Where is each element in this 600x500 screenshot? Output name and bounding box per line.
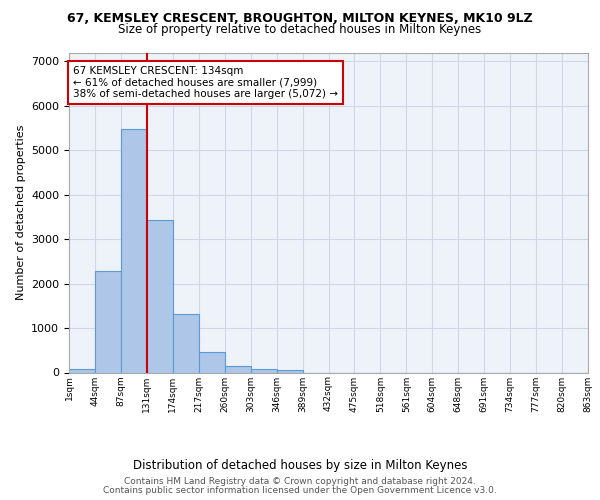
Bar — [69, 369, 95, 372]
Bar — [173, 314, 199, 372]
Text: Contains public sector information licensed under the Open Government Licence v3: Contains public sector information licen… — [103, 486, 497, 495]
Text: 67, KEMSLEY CRESCENT, BROUGHTON, MILTON KEYNES, MK10 9LZ: 67, KEMSLEY CRESCENT, BROUGHTON, MILTON … — [67, 12, 533, 26]
Bar — [121, 129, 147, 372]
Y-axis label: Number of detached properties: Number of detached properties — [16, 125, 26, 300]
Text: Distribution of detached houses by size in Milton Keynes: Distribution of detached houses by size … — [133, 460, 467, 472]
Text: Contains HM Land Registry data © Crown copyright and database right 2024.: Contains HM Land Registry data © Crown c… — [124, 477, 476, 486]
Bar — [251, 368, 277, 372]
Bar — [147, 220, 173, 372]
Bar — [277, 370, 302, 372]
Bar — [199, 352, 224, 372]
Bar — [225, 366, 251, 372]
Text: 67 KEMSLEY CRESCENT: 134sqm
← 61% of detached houses are smaller (7,999)
38% of : 67 KEMSLEY CRESCENT: 134sqm ← 61% of det… — [73, 66, 338, 99]
Text: Size of property relative to detached houses in Milton Keynes: Size of property relative to detached ho… — [118, 22, 482, 36]
Bar — [95, 271, 121, 372]
